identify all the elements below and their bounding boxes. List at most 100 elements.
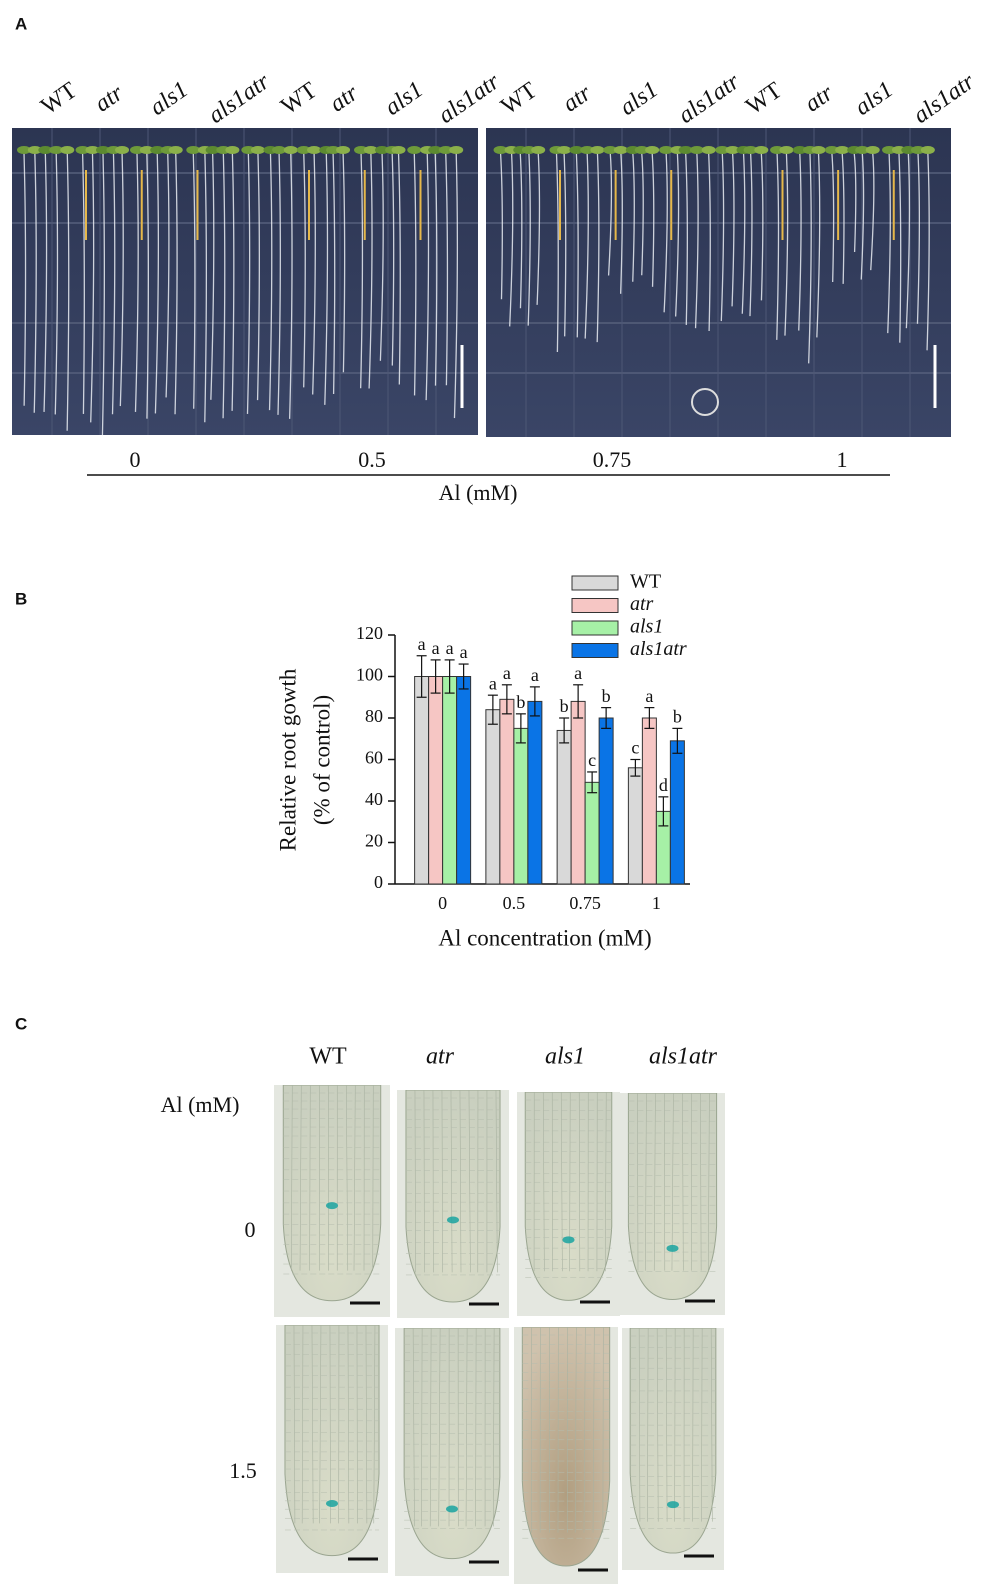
cell-file [495, 1090, 498, 1273]
root [445, 152, 449, 386]
micrograph [620, 1093, 725, 1315]
seedling [792, 146, 807, 154]
cell-file [293, 1325, 296, 1524]
seedling [205, 146, 220, 154]
cell-file [465, 1328, 468, 1527]
cell-file [682, 1093, 684, 1271]
root [174, 152, 178, 415]
significance-letter: a [531, 665, 539, 685]
micrograph [517, 1092, 620, 1316]
error-bar [458, 663, 469, 690]
seedling [613, 146, 628, 154]
root-tip [629, 1328, 717, 1554]
cell-file [441, 1090, 443, 1273]
error-bar [644, 707, 655, 729]
significance-letter: a [446, 638, 454, 658]
significance-letter: b [560, 696, 569, 716]
error-bar [658, 796, 669, 827]
root [397, 152, 401, 385]
root [527, 152, 531, 326]
cell-file [653, 1093, 656, 1271]
root [246, 152, 251, 414]
root [632, 152, 635, 282]
x-tick-label: 0.75 [569, 893, 601, 913]
bar [499, 698, 515, 885]
micrograph [274, 1085, 390, 1317]
root-tip [284, 1325, 380, 1557]
root-tip [524, 1092, 613, 1301]
seedling [407, 146, 422, 154]
legend-label: als1atr [630, 638, 687, 660]
gus-stain [667, 1501, 679, 1509]
genotype-label: als1 [615, 77, 663, 121]
gus-stain [326, 1202, 338, 1210]
panel-label: A [15, 14, 27, 33]
root [509, 152, 514, 327]
cell-file [345, 1085, 349, 1271]
seedling [139, 146, 154, 154]
root [33, 152, 37, 413]
bar [669, 740, 685, 885]
root [619, 152, 623, 294]
root [536, 152, 541, 305]
bar [527, 700, 543, 885]
seedling [901, 146, 916, 154]
seedling [835, 146, 850, 154]
root [146, 152, 150, 419]
genotype-label: atr [800, 80, 838, 118]
seedling [336, 146, 351, 154]
cell-file [319, 1325, 322, 1524]
root [555, 152, 559, 353]
error-bar [515, 713, 526, 744]
significance-letter: c [588, 750, 596, 770]
root [563, 152, 567, 337]
row-title: Al (mM) [161, 1092, 240, 1117]
row-label: 0 [245, 1217, 256, 1242]
seedling [375, 146, 390, 154]
seedling [27, 146, 42, 154]
y-tick-label: 60 [365, 748, 383, 768]
error-bar [573, 684, 584, 719]
seedling [754, 146, 769, 154]
significance-letter: d [659, 775, 668, 795]
error-bar [630, 758, 641, 777]
error-bar [559, 717, 570, 744]
bar [584, 781, 600, 885]
error-bar [587, 771, 598, 794]
root [54, 152, 59, 415]
root [831, 152, 835, 283]
seedling [855, 146, 870, 154]
cell-file [414, 1090, 416, 1273]
genotype-label: atr [325, 80, 363, 118]
root [66, 152, 70, 431]
y-axis-label: (% of control) [309, 695, 334, 825]
seedling [701, 146, 716, 154]
legend-label: atr [630, 593, 654, 615]
error-bar [601, 707, 612, 729]
y-axis-label: Relative root gowth [275, 668, 300, 851]
error-bar [444, 659, 455, 694]
significance-letter: b [602, 686, 611, 706]
cell-file [329, 1325, 331, 1524]
cell-file [656, 1328, 659, 1522]
root [332, 152, 336, 394]
gus-stain [447, 1216, 459, 1224]
root [288, 152, 293, 419]
seedling [569, 146, 584, 154]
genotype-label: als1 [145, 77, 193, 121]
root [111, 152, 116, 415]
cell-file [605, 1092, 607, 1272]
seedling [129, 146, 144, 154]
significance-letter: b [673, 707, 682, 727]
cell-file [674, 1328, 676, 1522]
root [519, 152, 523, 309]
root [312, 152, 316, 395]
root [425, 152, 430, 401]
seedling [307, 146, 322, 154]
root [434, 152, 438, 386]
cell-file [707, 1093, 710, 1271]
significance-letter: a [645, 686, 653, 706]
root [210, 152, 215, 400]
cell-file [311, 1325, 314, 1524]
seedling [225, 146, 240, 154]
